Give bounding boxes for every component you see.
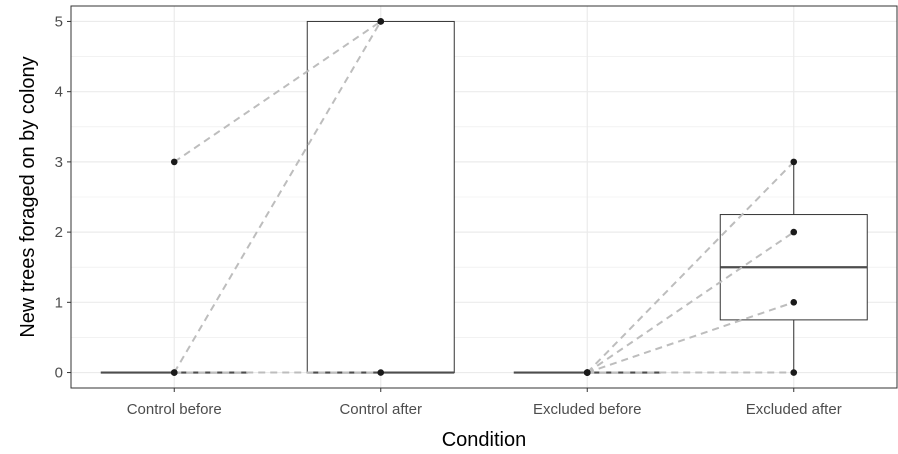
y-tick-label: 4 bbox=[55, 84, 63, 101]
data-point bbox=[790, 369, 798, 376]
x-tick-label: Excluded after bbox=[746, 401, 842, 418]
data-point bbox=[170, 369, 178, 376]
data-point bbox=[583, 369, 591, 376]
paired-line bbox=[586, 231, 795, 374]
paired-line bbox=[173, 20, 382, 374]
x-tick-label: Control after bbox=[339, 401, 422, 418]
y-tick-label: 3 bbox=[55, 154, 63, 171]
paired-line bbox=[586, 161, 795, 374]
data-point bbox=[377, 18, 385, 25]
data-point bbox=[170, 158, 178, 166]
y-tick-label: 2 bbox=[55, 224, 63, 241]
data-points bbox=[170, 18, 798, 376]
x-tick-label: Excluded before bbox=[533, 401, 641, 418]
data-point bbox=[790, 228, 798, 236]
grid-lines bbox=[71, 6, 897, 388]
y-axis-title: New trees foraged on by colony bbox=[17, 56, 39, 337]
data-point bbox=[790, 158, 798, 166]
x-axis-ticks: Control before Control after Excluded befo… bbox=[127, 388, 842, 418]
data-point bbox=[790, 299, 798, 306]
x-axis-title: Condition bbox=[442, 429, 527, 451]
y-axis-ticks: 0 1 2 3 4 5 bbox=[55, 13, 71, 382]
box-body bbox=[306, 20, 455, 374]
paired-line bbox=[173, 20, 382, 163]
paired-lines bbox=[173, 20, 795, 374]
y-tick-label: 0 bbox=[55, 365, 63, 382]
paired-line bbox=[586, 301, 795, 374]
data-point bbox=[377, 369, 385, 376]
y-tick-label: 5 bbox=[55, 13, 63, 30]
panel-border bbox=[70, 5, 898, 389]
x-tick-label: Control before bbox=[127, 401, 222, 418]
y-tick-label: 1 bbox=[55, 294, 63, 311]
